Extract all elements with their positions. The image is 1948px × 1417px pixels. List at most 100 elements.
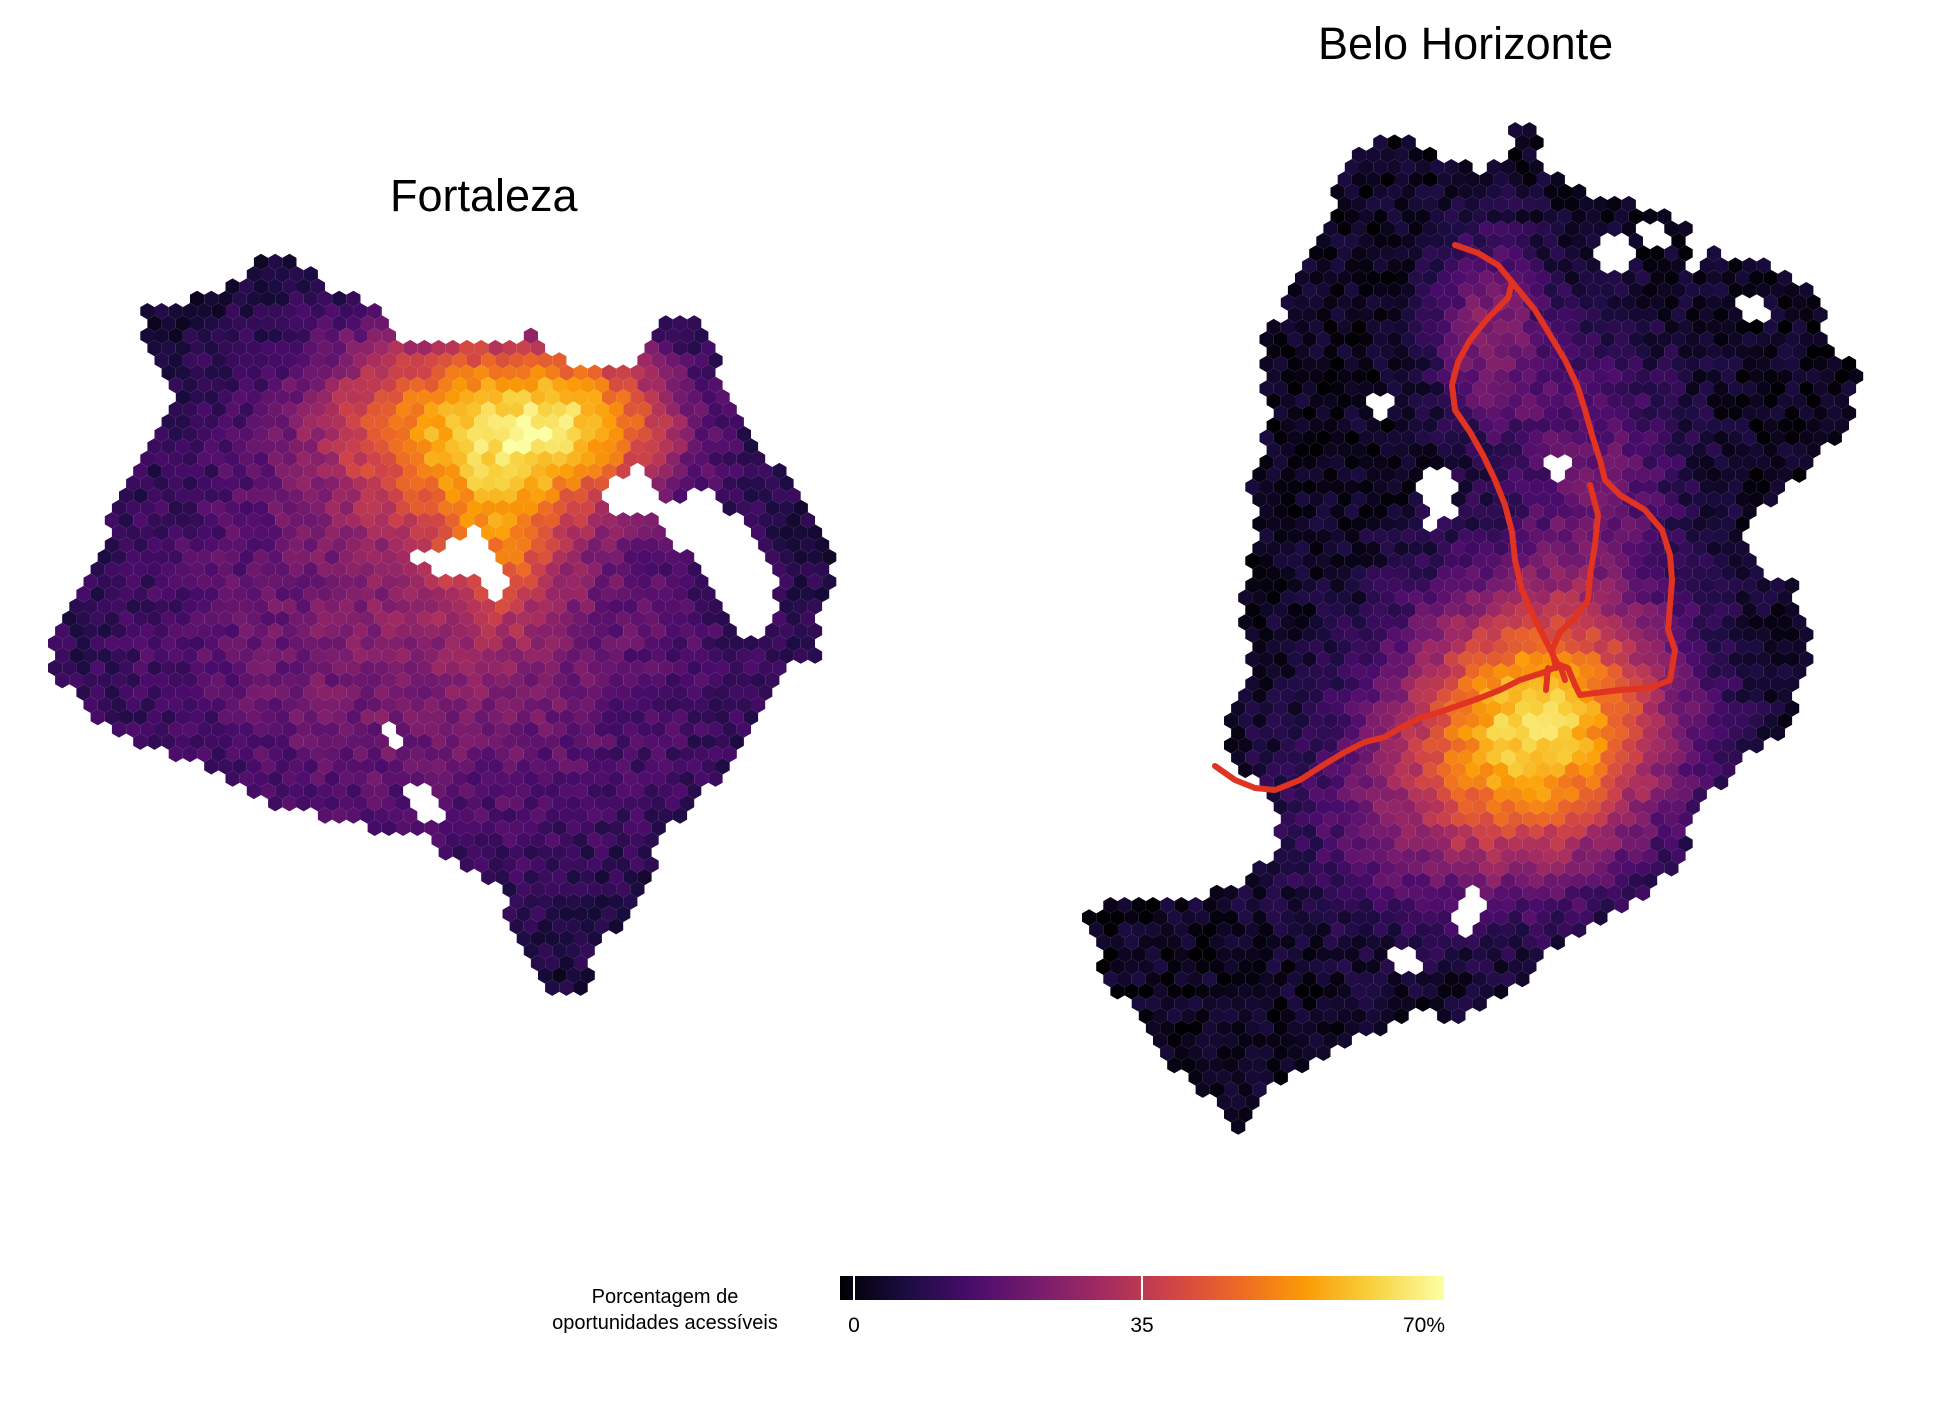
hex-cell	[530, 856, 546, 873]
hex-cell	[396, 696, 411, 713]
hex-cell	[1550, 195, 1565, 213]
hex-cell	[147, 635, 162, 652]
hex-cell	[268, 696, 283, 713]
hex-cell	[1472, 232, 1487, 250]
hex-cell	[488, 389, 503, 406]
hex-cell	[1337, 269, 1352, 287]
hex-cell	[346, 438, 361, 455]
hex-cell	[204, 561, 219, 578]
hex-cell	[1387, 306, 1402, 323]
hex-cell	[1344, 208, 1359, 225]
hex-cell	[587, 585, 602, 603]
hex-cell	[388, 487, 404, 504]
hex-cell	[722, 647, 737, 664]
hex-cell	[580, 499, 595, 517]
hex-cell	[715, 684, 730, 701]
hex-cell	[218, 536, 233, 554]
hex-cell	[580, 426, 595, 443]
hex-cell	[232, 708, 247, 726]
hex-cell	[1664, 245, 1679, 262]
hex-cell	[111, 573, 127, 590]
hex-cell	[325, 450, 340, 467]
hex-cell	[658, 782, 673, 800]
hex-cell	[232, 438, 247, 455]
hex-cell	[672, 315, 688, 332]
hex-cell	[694, 696, 709, 713]
hex-cell	[736, 696, 751, 713]
hex-cell	[339, 696, 354, 713]
hex-cell	[325, 376, 340, 394]
hex-cell	[275, 536, 290, 554]
hex-cell	[474, 462, 489, 480]
hex-cell	[765, 549, 780, 566]
hex-cell	[353, 598, 368, 615]
hex-cell	[90, 610, 105, 627]
hex-cell	[1359, 282, 1374, 299]
hex-cell	[609, 770, 624, 787]
hex-cell	[1572, 232, 1587, 250]
hex-cell	[303, 635, 318, 652]
hex-cell	[424, 622, 439, 640]
hex-cell	[339, 647, 354, 664]
hex-cell	[346, 659, 361, 677]
hex-cell	[1621, 220, 1636, 237]
hex-cell	[225, 499, 240, 517]
hex-cell	[665, 721, 680, 738]
hex-cell	[246, 462, 261, 480]
hex-cell	[1529, 282, 1544, 299]
hex-cell	[431, 635, 446, 652]
hex-cell	[246, 659, 261, 677]
hex-cell	[424, 819, 439, 836]
hex-cell	[353, 573, 368, 590]
hex-cell	[502, 487, 517, 504]
hex-cell	[168, 696, 183, 713]
hex-cell	[346, 807, 361, 824]
hex-cell	[225, 303, 240, 320]
hex-cell	[658, 315, 673, 332]
hex-cell	[630, 561, 645, 578]
hex-cell	[516, 733, 531, 750]
hex-cell	[303, 438, 318, 455]
hex-cell	[665, 672, 680, 689]
hex-cell	[1451, 171, 1466, 188]
hex-cell	[424, 401, 439, 418]
hex-cell	[1756, 282, 1771, 299]
belo-horizonte-hex-grid	[1082, 122, 1864, 1135]
hex-cell	[1529, 134, 1544, 151]
hex-cell	[303, 315, 318, 332]
hex-cell	[1351, 171, 1367, 188]
hex-cell	[403, 610, 418, 627]
hex-cell	[573, 856, 588, 873]
hex-cell	[1472, 208, 1487, 225]
hex-cell	[253, 352, 269, 369]
hex-cell	[346, 733, 361, 750]
hex-cell	[665, 549, 680, 566]
hex-cell	[310, 376, 325, 394]
hex-cell	[268, 524, 283, 541]
hex-cell	[289, 339, 304, 357]
hex-cell	[516, 512, 531, 529]
hex-cell	[609, 549, 624, 566]
hex-cell	[1721, 269, 1736, 287]
hex-cell	[396, 598, 411, 615]
hex-cell	[374, 536, 389, 554]
hex-cell	[1529, 257, 1544, 274]
hex-cell	[751, 475, 766, 492]
hex-cell	[182, 376, 198, 394]
hex-cell	[410, 721, 425, 738]
hex-cell	[772, 659, 787, 677]
hex-cell	[367, 819, 382, 836]
hex-cell	[175, 339, 190, 357]
hex-cell	[83, 622, 98, 640]
hex-cell	[523, 401, 538, 418]
hex-cell	[1614, 282, 1629, 299]
hex-cell	[268, 647, 283, 664]
hex-cell	[1628, 282, 1643, 299]
hex-cell	[1607, 269, 1622, 287]
hex-cell	[111, 622, 127, 640]
hex-cell	[687, 315, 702, 332]
hex-cell	[289, 364, 304, 381]
hex-cell	[658, 389, 673, 406]
hex-cell	[317, 315, 333, 332]
hex-cell	[502, 782, 517, 800]
